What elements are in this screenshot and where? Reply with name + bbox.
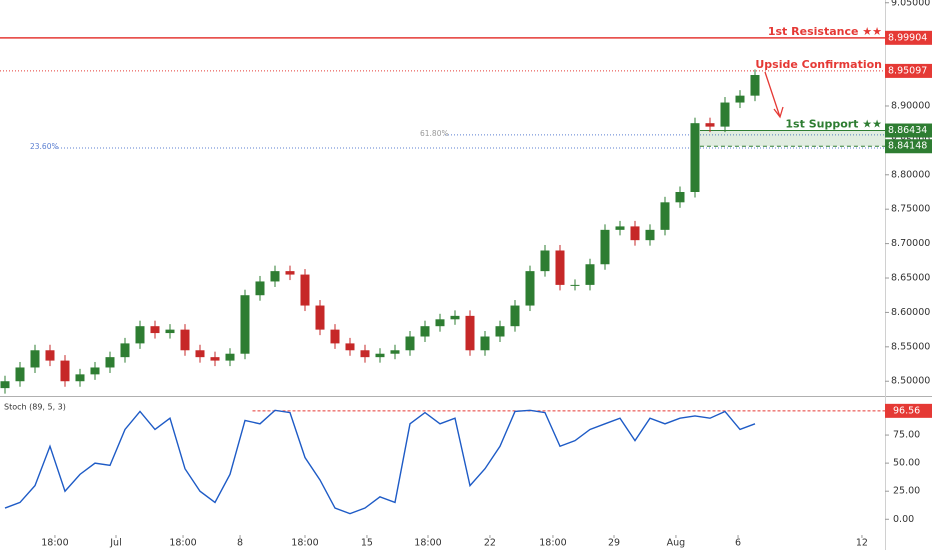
candle-body xyxy=(120,343,130,358)
x-tick-label: 22 xyxy=(484,538,496,549)
y-tick-label: 8.90000 xyxy=(891,100,930,111)
level-name: 1st Support ★★ xyxy=(785,118,882,131)
x-tick-label: 18:00 xyxy=(41,538,68,549)
candle-body xyxy=(195,350,205,358)
candle-body xyxy=(510,305,520,327)
y-tick-label: 75.00 xyxy=(893,430,920,441)
level-badge xyxy=(885,139,932,154)
level-name: Upside Confirmation xyxy=(755,58,882,71)
candle-body xyxy=(525,271,535,306)
candle-body xyxy=(300,274,310,306)
y-tick-label: 8.75000 xyxy=(891,204,930,215)
candle-body xyxy=(735,95,745,103)
candle-body xyxy=(705,123,715,127)
x-tick-label: 29 xyxy=(608,538,620,549)
y-tick-label: 25.00 xyxy=(893,486,920,497)
candle-body xyxy=(210,357,220,361)
y-tick-label: 9.05000 xyxy=(891,0,930,8)
fib-label: 61.80% xyxy=(420,129,449,138)
level-badge xyxy=(885,30,932,45)
candle-body xyxy=(75,374,85,382)
candle-body xyxy=(450,315,460,320)
candle-body xyxy=(240,295,250,354)
candle-body xyxy=(465,315,475,351)
candle-body xyxy=(330,329,340,344)
candle-body xyxy=(135,326,145,344)
candle-body xyxy=(720,102,730,127)
level-value: 8.84148 xyxy=(888,141,927,152)
candle-body xyxy=(660,202,670,230)
candle-body xyxy=(435,319,445,327)
level-badge xyxy=(885,63,932,78)
candle-body xyxy=(570,284,580,286)
candle-body xyxy=(675,191,685,203)
candle-body xyxy=(150,326,160,334)
candle-body xyxy=(60,360,70,382)
level-value: 8.99904 xyxy=(888,32,927,43)
x-tick-label: 6 xyxy=(735,538,741,549)
level-value: 96.56 xyxy=(893,405,920,416)
y-tick-label: 8.65000 xyxy=(891,273,930,284)
candle-body xyxy=(750,75,760,96)
candle-body xyxy=(480,336,490,351)
candle-body xyxy=(30,350,40,368)
x-tick-label: 15 xyxy=(361,538,373,549)
candle-body xyxy=(405,336,415,351)
forecast-arrow xyxy=(764,71,784,119)
y-tick-label: 8.50000 xyxy=(891,376,930,387)
x-tick-label: 18:00 xyxy=(169,538,196,549)
level-value: 8.86434 xyxy=(888,125,927,136)
candle-body xyxy=(600,229,610,265)
candle-body xyxy=(375,353,385,358)
x-tick-label: 18:00 xyxy=(539,538,566,549)
candle-body xyxy=(90,367,100,375)
level-value: 8.95097 xyxy=(888,65,927,76)
level-badge xyxy=(885,123,932,138)
candle-body xyxy=(180,329,190,351)
x-tick-label: Aug xyxy=(667,538,686,549)
candle-body xyxy=(0,381,10,389)
candle-body xyxy=(255,281,265,296)
candle-body xyxy=(105,357,115,368)
candle-body xyxy=(45,350,55,361)
candle-body xyxy=(165,329,175,334)
candle-body xyxy=(15,367,25,382)
y-tick-label: 0.00 xyxy=(893,514,914,525)
stoch-line xyxy=(4,409,756,515)
x-tick-label: Jul xyxy=(109,538,121,549)
candle-body xyxy=(285,271,295,275)
level-name: 1st Resistance ★★ xyxy=(768,25,882,38)
x-tick-label: 8 xyxy=(237,538,243,549)
candle-body xyxy=(630,226,640,241)
candle-body xyxy=(420,326,430,337)
y-tick-label: 8.70000 xyxy=(891,238,930,249)
candle-body xyxy=(615,226,625,230)
candle-body xyxy=(225,353,235,361)
indicator-title: Stoch (89, 5, 3) xyxy=(4,403,66,412)
candle-body xyxy=(540,250,550,272)
y-tick-label: 50.00 xyxy=(893,458,920,469)
y-tick-label: 8.60000 xyxy=(891,307,930,318)
fib-label: 23.60% xyxy=(30,142,59,151)
support-zone xyxy=(699,130,885,147)
x-tick-label: 12 xyxy=(856,538,868,549)
candle-body xyxy=(585,264,595,285)
candle-body xyxy=(315,305,325,330)
candle-body xyxy=(555,250,565,285)
y-tick-label: 8.80000 xyxy=(891,169,930,180)
x-tick-label: 18:00 xyxy=(291,538,318,549)
candle-body xyxy=(360,350,370,358)
level-badge xyxy=(885,403,932,418)
candle-body xyxy=(645,229,655,241)
candle-body xyxy=(495,326,505,337)
candle-body xyxy=(390,350,400,354)
candle-body xyxy=(270,271,280,282)
candle-body xyxy=(690,123,700,192)
x-tick-label: 18:00 xyxy=(414,538,441,549)
y-tick-label: 8.55000 xyxy=(891,341,930,352)
candle-body xyxy=(345,343,355,351)
